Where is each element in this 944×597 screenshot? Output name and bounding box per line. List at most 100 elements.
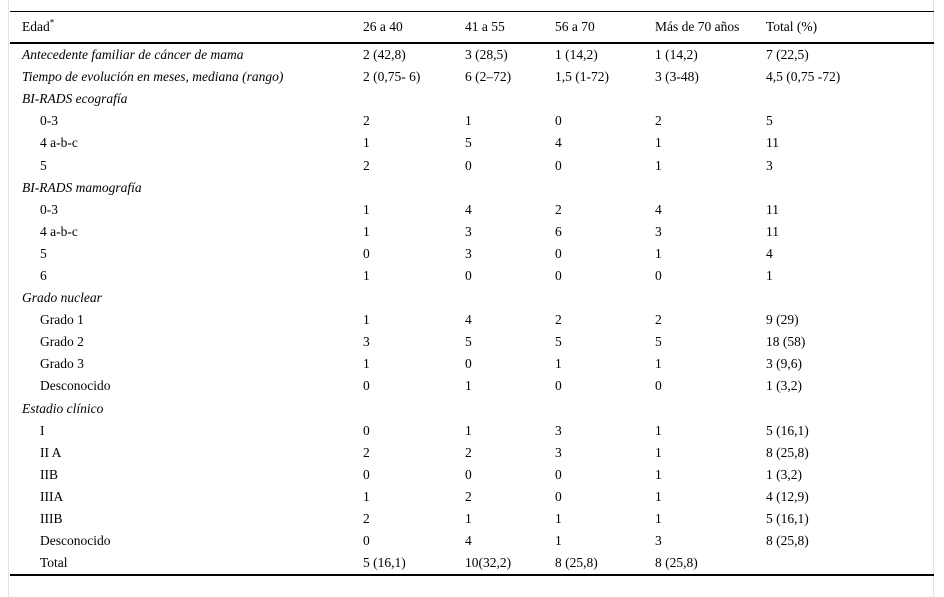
row-label: BI-RADS mamografía [22, 179, 142, 195]
table-row: 4 a-b-c 1 5 4 1 11 [10, 132, 934, 154]
table-row: II A 2 2 3 1 8 (25,8) [10, 442, 934, 464]
cell: 1 [363, 201, 370, 217]
row-label: Desconocido [40, 533, 111, 549]
row-label: BI-RADS ecografía [22, 91, 128, 107]
cell: 2 [555, 201, 562, 217]
cell: 1 [363, 356, 370, 372]
cell [465, 177, 555, 199]
cell: 0 [555, 378, 562, 394]
cell: 8 (25,8) [555, 555, 598, 571]
row-label: Grado 1 [40, 312, 84, 328]
row-label: 5 [40, 157, 47, 173]
column-header-mas-70: Más de 70 años [655, 11, 766, 44]
cell: 5 [465, 135, 472, 151]
cell: 5 [766, 113, 773, 129]
cell [766, 398, 934, 420]
cell: 2 (0,75- 6) [363, 69, 421, 85]
footnote-asterisk: * [49, 17, 55, 28]
cell: 0 [465, 466, 472, 482]
cell: 3 [465, 223, 472, 239]
cell: 0 [555, 245, 562, 261]
row-label: Total [40, 555, 68, 571]
cell [465, 88, 555, 110]
cell: 2 [655, 113, 662, 129]
cell [555, 88, 655, 110]
table-row: Grado 2 3 5 5 5 18 (58) [10, 331, 934, 353]
cell: 7 (22,5) [766, 47, 809, 63]
cell: 2 [465, 488, 472, 504]
cell: 3 [555, 444, 562, 460]
row-label: 0-3 [40, 201, 58, 217]
row-label: Grado 2 [40, 334, 84, 350]
column-header-26-40: 26 a 40 [363, 11, 465, 44]
cell: 0 [465, 356, 472, 372]
row-label: Antecedente familiar de cáncer de mama [22, 47, 244, 63]
row-label: IIIB [40, 511, 63, 527]
cell: 1 [555, 356, 562, 372]
cell: 1 [655, 356, 662, 372]
cell: 1 (3,2) [766, 466, 802, 482]
cell: 10(32,2) [465, 555, 512, 571]
cell [465, 398, 555, 420]
cell: 3 (9,6) [766, 356, 802, 372]
table-body: Antecedente familiar de cáncer de mama 2 … [10, 43, 934, 575]
cell: 2 [363, 511, 370, 527]
cell [655, 398, 766, 420]
table-row: BI-RADS mamografía [10, 177, 934, 199]
cell: 1 [655, 245, 662, 261]
data-table: Edad* 26 a 40 41 a 55 56 a 70 Más de 70 … [10, 11, 934, 577]
cell: 1 [555, 533, 562, 549]
cell: 2 [363, 444, 370, 460]
cell: 3 [363, 334, 370, 350]
cell: 2 [363, 113, 370, 129]
cell: 0 [465, 267, 472, 283]
table-row: 5 2 0 0 1 3 [10, 154, 934, 176]
cell: 0 [555, 466, 562, 482]
cell: 8 (25,8) [766, 444, 809, 460]
table-row: BI-RADS ecografía [10, 88, 934, 110]
table-row: 4 a-b-c 1 3 6 3 11 [10, 221, 934, 243]
cell: 0 [363, 533, 370, 549]
cell: 5 (16,1) [766, 511, 809, 527]
table-row: Grado nuclear [10, 287, 934, 309]
table-row: IIB 0 0 0 1 1 (3,2) [10, 464, 934, 486]
table-row: Grado 1 1 4 2 2 9 (29) [10, 309, 934, 331]
cell: 2 (42,8) [363, 47, 406, 63]
cell: 5 [555, 334, 562, 350]
row-label: Tiempo de evolución en meses, mediana (r… [22, 69, 284, 85]
cell [363, 287, 465, 309]
cell: 1 (14,2) [655, 47, 698, 63]
cell: 11 [766, 201, 779, 217]
cell: 1 [465, 113, 472, 129]
table-row: 0-3 1 4 2 4 11 [10, 199, 934, 221]
cell: 11 [766, 135, 779, 151]
row-label: Estadio clínico [22, 400, 104, 416]
cell: 8 (25,8) [766, 533, 809, 549]
cell: 4 [465, 312, 472, 328]
cell: 4 [465, 201, 472, 217]
cell: 3 (3-48) [655, 69, 699, 85]
cell: 0 [555, 267, 562, 283]
table-row: 6 1 0 0 0 1 [10, 265, 934, 287]
row-label: 0-3 [40, 113, 58, 129]
cell: 3 [655, 223, 662, 239]
cell: 4,5 (0,75 -72) [766, 69, 841, 85]
table-row: 5 0 3 0 1 4 [10, 243, 934, 265]
cell: 1 [465, 422, 472, 438]
table-row: Total 5 (16,1) 10(32,2) 8 (25,8) 8 (25,8) [10, 552, 934, 575]
table-container: Edad* 26 a 40 41 a 55 56 a 70 Más de 70 … [10, 11, 934, 577]
cell: 1 (3,2) [766, 378, 802, 394]
cell: 1 [465, 511, 472, 527]
cell: 1 [655, 488, 662, 504]
cell [655, 88, 766, 110]
cell: 1 [655, 422, 662, 438]
row-label: 4 a-b-c [40, 135, 78, 151]
cell: 6 (2–72) [465, 69, 512, 85]
cell: 1 [363, 488, 370, 504]
cell: 5 [465, 334, 472, 350]
table-row: Desconocido 0 1 0 0 1 (3,2) [10, 375, 934, 397]
cell [655, 287, 766, 309]
cell: 0 [363, 422, 370, 438]
cell: 1 [363, 267, 370, 283]
cell: 0 [555, 157, 562, 173]
